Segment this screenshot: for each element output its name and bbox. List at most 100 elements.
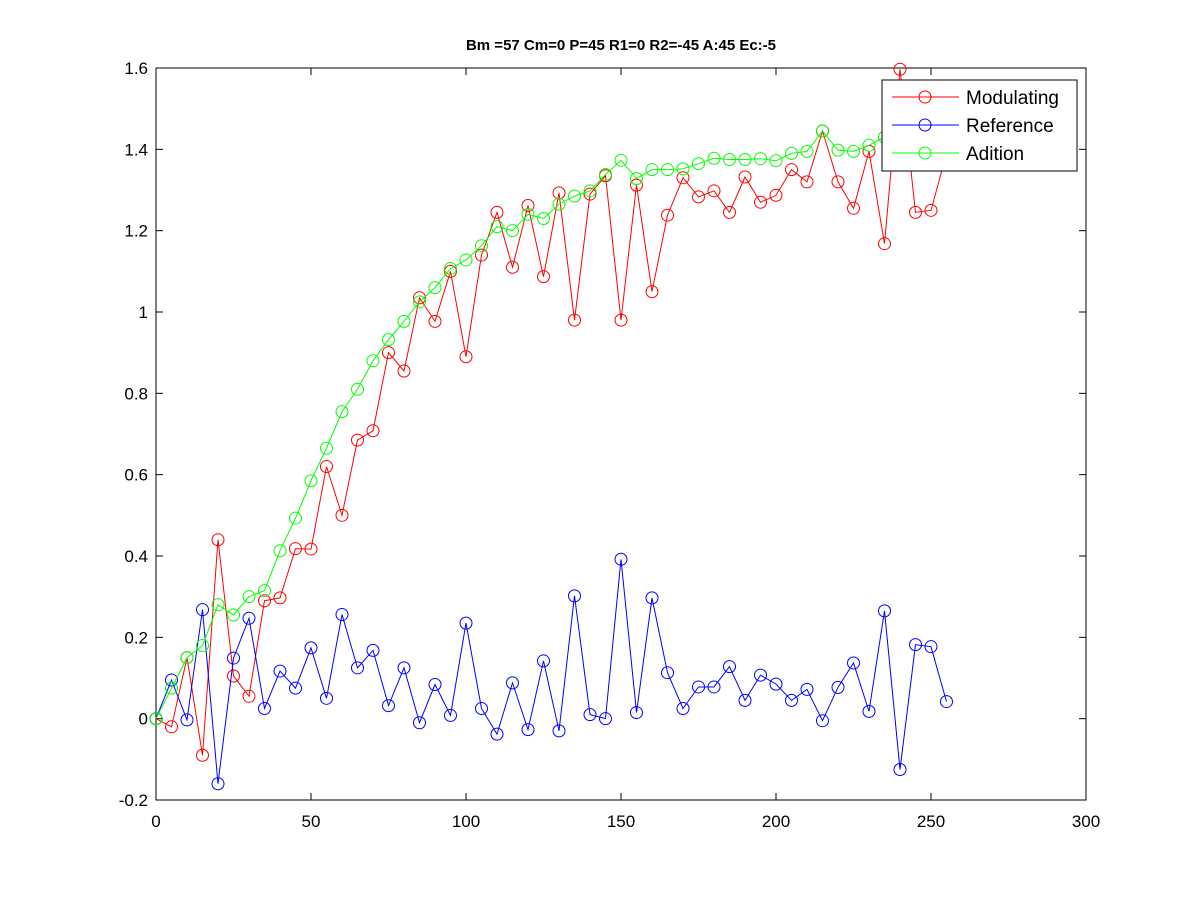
data-point-reference (692, 680, 705, 694)
data-point-reference (351, 661, 364, 675)
data-point-modulating (676, 171, 690, 185)
data-point-modulating (723, 205, 736, 219)
data-point-adition (351, 382, 364, 396)
legend-marker (918, 146, 932, 160)
data-point-adition (707, 151, 721, 165)
y-tick-label: 0.6 (124, 466, 148, 485)
data-point-reference (661, 666, 674, 680)
x-axis: 0 50 100 150 200 250 300 (151, 68, 1100, 831)
data-point-reference (521, 723, 535, 737)
data-point-reference (506, 676, 519, 690)
legend-marker (918, 118, 932, 132)
data-point-reference (831, 680, 845, 694)
data-point-reference (940, 695, 953, 709)
data-point-modulating (211, 533, 225, 547)
data-point-adition (180, 651, 194, 665)
data-point-modulating (800, 175, 814, 189)
data-point-reference (862, 704, 876, 718)
data-point-adition (661, 163, 674, 177)
data-point-adition (692, 157, 705, 171)
data-point-modulating (397, 364, 411, 378)
data-point-reference (413, 716, 426, 730)
y-tick-label: 1 (139, 303, 148, 322)
data-point-adition (614, 153, 628, 167)
data-point-reference (816, 714, 829, 728)
data-point-reference (614, 552, 628, 566)
data-point-adition (149, 712, 163, 726)
legend-item-reference: Reference (892, 116, 1054, 137)
data-point-reference (227, 651, 240, 665)
data-point-adition (320, 441, 333, 455)
legend-label: Reference (966, 116, 1054, 137)
legend-item-modulating: Modulating (892, 88, 1059, 109)
data-point-reference (335, 608, 349, 622)
data-point-adition (537, 211, 550, 225)
data-point-adition (800, 144, 814, 158)
data-point-adition (862, 138, 876, 152)
data-point-adition (676, 162, 690, 176)
y-tick-label: 0 (139, 710, 148, 729)
x-tick-label: 250 (917, 812, 945, 831)
data-point-reference (800, 682, 814, 696)
data-point-adition (506, 224, 519, 238)
data-point-reference (490, 727, 504, 741)
y-tick-label: 0.4 (124, 547, 148, 566)
data-point-reference (924, 640, 938, 654)
data-point-reference (258, 702, 271, 715)
y-tick-label: 1.2 (124, 222, 148, 241)
data-point-modulating (893, 62, 907, 76)
data-point-reference (909, 638, 922, 652)
data-point-reference (599, 712, 612, 726)
data-point-modulating (289, 542, 302, 556)
data-point-modulating (475, 248, 488, 262)
series-line-modulating (155, 69, 947, 756)
data-point-reference (568, 589, 581, 603)
data-point-reference (382, 699, 395, 713)
series-line-reference (155, 559, 947, 784)
data-point-reference (304, 641, 318, 655)
data-point-modulating (552, 186, 566, 200)
data-point-modulating (831, 175, 845, 189)
data-point-reference (676, 702, 690, 715)
data-point-reference (878, 604, 891, 618)
data-point-reference (165, 673, 178, 687)
data-point-reference (537, 654, 550, 668)
data-point-modulating (196, 748, 209, 762)
data-point-modulating (320, 460, 333, 474)
data-point-reference (444, 708, 457, 722)
data-point-modulating (909, 205, 922, 219)
legend: Modulating Reference Adition (881, 79, 1078, 172)
data-point-modulating (521, 198, 535, 212)
y-tick-label: 0.8 (124, 384, 148, 403)
data-point-modulating (738, 170, 752, 184)
data-point-adition (304, 474, 318, 488)
data-point-adition (552, 197, 566, 211)
data-point-reference (893, 763, 907, 776)
series-layer (149, 62, 953, 791)
data-point-reference (459, 616, 473, 630)
data-point-reference (320, 691, 333, 705)
data-point-reference (707, 680, 721, 694)
data-point-adition (211, 598, 225, 612)
data-point-reference (366, 643, 380, 657)
data-point-adition (335, 405, 349, 419)
y-tick-label: -0.2 (119, 791, 148, 810)
data-point-modulating (258, 594, 271, 608)
chart-title: Bm =57 Cm=0 P=45 R1=0 R2=-45 A:45 Ec:-5 (466, 37, 776, 54)
data-point-modulating (428, 314, 442, 328)
data-point-adition (490, 220, 504, 234)
data-point-adition (816, 124, 829, 138)
data-point-modulating (165, 720, 178, 734)
x-tick-label: 100 (452, 812, 480, 831)
plot-area (155, 67, 1087, 801)
data-point-reference (738, 693, 752, 707)
data-point-adition (459, 253, 473, 267)
data-point-adition (413, 295, 426, 309)
data-point-modulating (661, 208, 674, 222)
data-point-reference (847, 656, 860, 670)
data-point-modulating (924, 203, 938, 217)
data-point-modulating (645, 285, 659, 299)
data-point-reference (754, 668, 767, 682)
data-point-adition (769, 154, 783, 168)
